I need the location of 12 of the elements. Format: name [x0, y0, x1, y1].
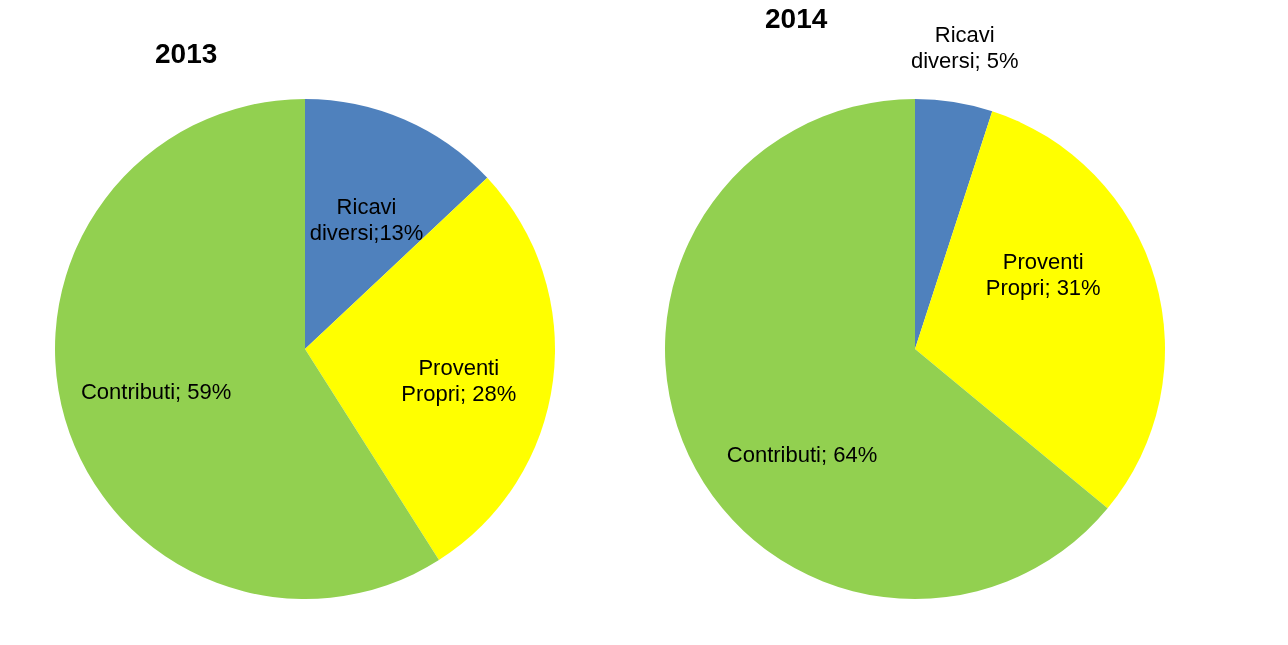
slice-label: Ricavi diversi;13%	[309, 193, 424, 245]
chart-title: 2014	[765, 2, 828, 34]
slice-label: Proventi Propri; 28%	[401, 355, 517, 407]
slice-label: Contributi; 64%	[726, 442, 878, 468]
pie-slice	[915, 111, 1165, 509]
slice-label: Contributi; 59%	[80, 379, 232, 405]
pie-slice	[305, 177, 555, 561]
slice-label: Ricavi diversi; 5%	[910, 21, 1019, 73]
pie-slice	[305, 99, 488, 349]
chart-title: 2013	[155, 38, 218, 69]
pie-slice	[665, 99, 1108, 599]
slice-label: Proventi Propri; 31%	[985, 248, 1101, 300]
